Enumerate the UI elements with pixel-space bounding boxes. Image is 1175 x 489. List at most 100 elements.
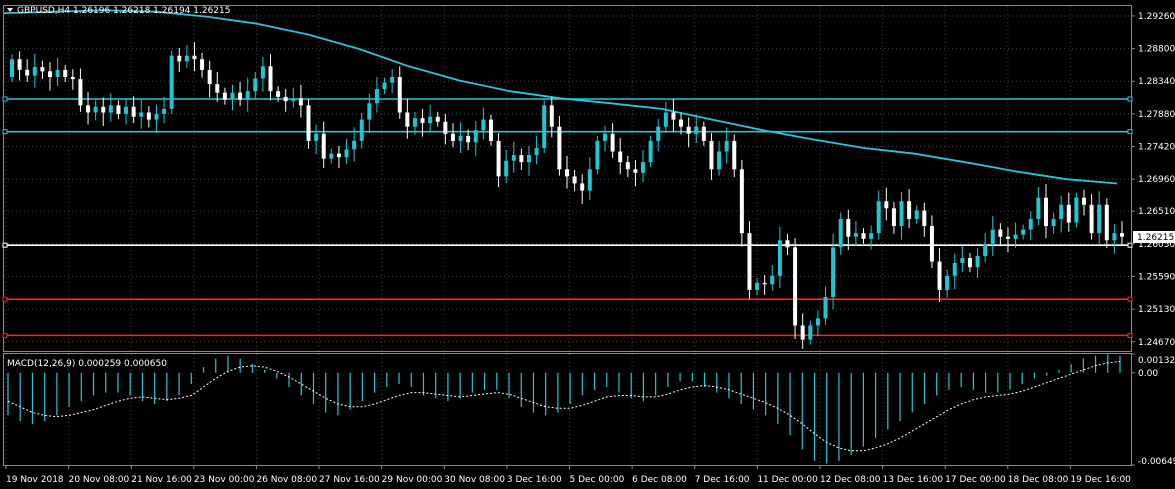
- x-tick-label: 18 Dec 08:00: [1008, 475, 1069, 485]
- x-tick-label: 12 Dec 08:00: [820, 475, 881, 485]
- candle-bear: [268, 66, 273, 92]
- candle-bull: [960, 258, 965, 263]
- candle-bull: [983, 243, 988, 256]
- candle-bull: [1021, 229, 1026, 235]
- y-tick-label: 1.27420: [1138, 143, 1175, 153]
- candle-bull: [717, 151, 722, 170]
- candle-bull: [945, 275, 950, 290]
- candle-bull: [245, 91, 250, 100]
- candle-bear: [63, 69, 68, 77]
- candle-bull: [838, 218, 843, 248]
- candle-bull: [32, 67, 37, 76]
- candle-bear: [618, 151, 623, 163]
- candle-bear: [177, 55, 182, 62]
- candle-bear: [306, 105, 311, 141]
- y-tick-label: 1.28800: [1138, 45, 1175, 55]
- y-tick-label: 1.28340: [1138, 77, 1175, 87]
- candle-bear: [101, 106, 106, 113]
- candle-bear: [739, 169, 744, 234]
- candle-bear: [336, 153, 341, 158]
- candle-bull: [374, 89, 379, 104]
- candle-bull: [511, 155, 516, 161]
- candle-bear: [466, 135, 471, 143]
- level-handle[interactable]: [1127, 296, 1133, 302]
- level-handle[interactable]: [2, 129, 8, 135]
- candle-bear: [557, 126, 562, 170]
- candle-bear: [549, 105, 554, 127]
- x-tick-label: 30 Nov 08:00: [444, 475, 505, 485]
- candle-bull: [975, 255, 980, 268]
- level-handle[interactable]: [2, 296, 8, 302]
- candle-bull: [504, 160, 509, 177]
- candle-bull: [10, 59, 14, 77]
- candle-bull: [648, 140, 653, 163]
- y-tick-label: 1.26510: [1138, 207, 1175, 217]
- candle-bull: [359, 119, 364, 141]
- candle-bear: [48, 71, 53, 77]
- candle-bull: [770, 275, 775, 285]
- candle-bull: [1074, 197, 1079, 223]
- candle-bull: [526, 155, 531, 163]
- candle-bear: [998, 229, 1003, 237]
- candle-bear: [625, 162, 630, 170]
- candle-bear: [1081, 197, 1086, 205]
- x-tick-label: 26 Nov 08:00: [256, 475, 317, 485]
- candle-bull: [831, 247, 836, 298]
- x-tick-label: 19 Dec 16:00: [1070, 475, 1131, 485]
- candle-bull: [694, 126, 699, 134]
- candle-bear: [397, 76, 402, 113]
- candle-bear: [86, 105, 91, 113]
- candle-bull: [314, 133, 319, 141]
- level-handle[interactable]: [1127, 129, 1133, 135]
- candle-bull: [344, 149, 349, 158]
- candle-bull: [169, 55, 174, 109]
- candle-bull: [777, 240, 782, 276]
- candle-bull: [428, 116, 433, 124]
- candle-bull: [724, 140, 729, 152]
- level-handle[interactable]: [2, 96, 8, 102]
- candle-bull: [458, 135, 463, 141]
- candle-bear: [907, 201, 912, 219]
- candle-bull: [390, 76, 395, 83]
- y-tick-label: 1.26960: [1138, 175, 1175, 185]
- current-price-tag: [1133, 231, 1175, 243]
- candle-bear: [435, 116, 440, 122]
- macd-axis: 0.001322 0.00 -0.006498: [1131, 353, 1175, 467]
- level-handle[interactable]: [2, 332, 8, 338]
- y-tick-label: 1.24670: [1138, 338, 1175, 348]
- macd-panel-frame: [3, 353, 1132, 466]
- x-tick-label: 5 Dec 00:00: [570, 475, 625, 485]
- candle-bull: [139, 112, 144, 117]
- candle-bear: [701, 126, 706, 141]
- candle-bull: [755, 282, 760, 290]
- candle-bear: [1005, 236, 1010, 239]
- candle-bear: [1104, 204, 1109, 241]
- candle-bull: [1051, 218, 1056, 227]
- level-handle[interactable]: [1127, 332, 1133, 338]
- level-handle[interactable]: [2, 242, 8, 248]
- candle-bear: [929, 226, 934, 262]
- level-handle[interactable]: [1127, 96, 1133, 102]
- candle-bear: [861, 233, 866, 239]
- candle-bear: [207, 69, 212, 85]
- candle-bear: [116, 105, 121, 114]
- x-tick-label: 6 Dec 08:00: [632, 475, 687, 485]
- candle-bull: [230, 92, 235, 100]
- level-handle[interactable]: [1127, 242, 1133, 248]
- candle-bull: [1059, 204, 1064, 219]
- candle-bull: [603, 133, 608, 141]
- candle-bull: [1112, 233, 1117, 241]
- moving-average-line: [3, 9, 1118, 185]
- candle-bull: [412, 118, 417, 127]
- candle-bull: [1097, 204, 1102, 234]
- chart-menu-triangle-icon[interactable]: [7, 8, 13, 12]
- candle-bull: [253, 78, 258, 92]
- candle-bull: [473, 130, 478, 143]
- grid-lines: [4, 6, 1131, 465]
- candle-bull: [124, 106, 129, 114]
- candle-bear: [78, 79, 83, 106]
- candle-bear: [131, 106, 136, 117]
- candle-bull: [1028, 218, 1033, 230]
- x-tick-label: 11 Dec 00:00: [757, 475, 818, 485]
